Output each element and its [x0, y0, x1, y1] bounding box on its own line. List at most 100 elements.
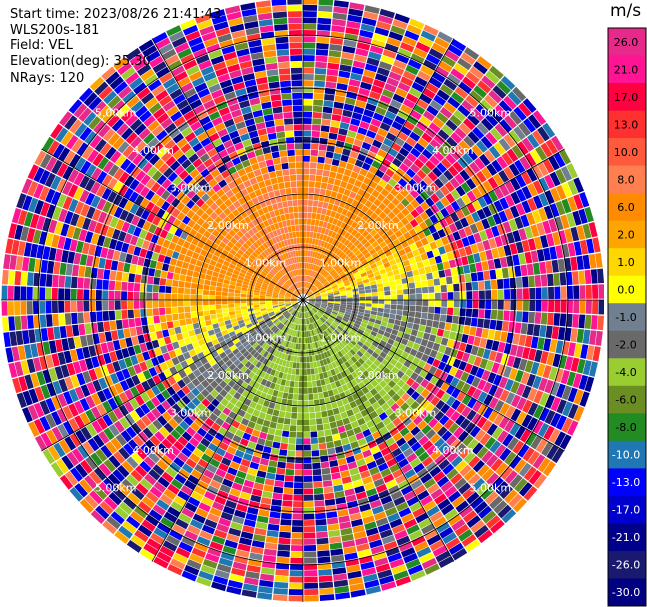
- sector-cell: [578, 314, 586, 329]
- sector-cell: [446, 315, 453, 323]
- sector-cell: [377, 287, 384, 292]
- sector-cell: [540, 274, 548, 287]
- sector-cell: [500, 331, 508, 343]
- sector-cell: [387, 147, 399, 158]
- sector-cell: [395, 152, 406, 163]
- sector-cell: [383, 312, 390, 318]
- sector-cell: [337, 242, 344, 249]
- sector-cell: [414, 255, 423, 263]
- sector-cell: [370, 212, 379, 221]
- sector-cell: [303, 111, 313, 118]
- sector-cell: [464, 317, 472, 326]
- sector-cell: [524, 226, 534, 239]
- sector-cell: [413, 317, 421, 325]
- sector-cell: [425, 143, 437, 155]
- sector-cell: [382, 206, 392, 216]
- sector-cell: [434, 292, 441, 300]
- sector-cell: [508, 130, 521, 144]
- sector-cell: [314, 80, 326, 88]
- sector-cell: [381, 335, 389, 343]
- sector-cell: [317, 550, 330, 558]
- sector-cell: [371, 39, 386, 49]
- sector-cell: [311, 456, 321, 463]
- sector-cell: [332, 433, 341, 441]
- sector-cell: [348, 8, 364, 17]
- sector-cell: [211, 276, 218, 282]
- sector-cell: [436, 262, 444, 271]
- sector-cell: [296, 425, 303, 432]
- sector-cell: [540, 234, 549, 248]
- sector-cell: [314, 74, 326, 81]
- sector-cell: [15, 330, 24, 346]
- sector-cell: [58, 301, 65, 313]
- sector-cell: [337, 235, 344, 242]
- sector-cell: [377, 128, 388, 138]
- sector-cell: [458, 228, 467, 239]
- sector-cell: [364, 200, 373, 209]
- sector-cell: [498, 416, 510, 430]
- sector-cell: [404, 265, 412, 272]
- sector-cell: [358, 290, 366, 294]
- sector-cell: [165, 286, 172, 294]
- sector-cell: [303, 48, 316, 55]
- sector-cell: [228, 307, 235, 312]
- sector-cell: [139, 300, 146, 309]
- sector-cell: [307, 387, 313, 394]
- sector-cell: [403, 288, 410, 295]
- sector-cell: [380, 188, 390, 197]
- sector-cell: [165, 307, 172, 315]
- sector-cell: [368, 259, 376, 266]
- sector-cell: [444, 215, 454, 226]
- sector-cell: [403, 333, 411, 340]
- sector-cell: [380, 143, 391, 153]
- sector-cell: [428, 306, 435, 314]
- sector-cell: [276, 423, 284, 431]
- sector-cell: [340, 303, 347, 307]
- sector-cell: [275, 474, 285, 481]
- sector-cell: [321, 119, 331, 126]
- sector-cell: [467, 113, 480, 126]
- sector-cell: [307, 206, 313, 213]
- sector-cell: [121, 300, 128, 310]
- sector-cell: [376, 67, 390, 77]
- sector-cell: [172, 273, 180, 281]
- sector-cell: [268, 401, 276, 409]
- sector-cell: [337, 186, 346, 195]
- sector-cell: [445, 276, 453, 285]
- sector-cell: [435, 189, 445, 200]
- sector-cell: [362, 262, 370, 269]
- sector-cell: [419, 93, 433, 105]
- sector-cell: [550, 396, 561, 412]
- sector-cell: [384, 295, 391, 300]
- sector-cell: [545, 139, 559, 155]
- sector-cell: [364, 63, 378, 73]
- sector-cell: [361, 17, 377, 27]
- sector-cell: [282, 494, 293, 501]
- sector-cell: [334, 233, 341, 240]
- sector-cell: [331, 401, 338, 409]
- sector-cell: [312, 264, 317, 271]
- sector-cell: [173, 320, 180, 328]
- sector-cell: [314, 291, 320, 295]
- sector-cell: [440, 196, 450, 207]
- sector-cell: [263, 446, 272, 454]
- sector-cell: [326, 242, 332, 250]
- sector-cell: [473, 85, 488, 99]
- sector-cell: [372, 327, 379, 333]
- sector-cell: [370, 263, 378, 270]
- sector-cell: [308, 237, 313, 245]
- sector-cell: [453, 307, 460, 316]
- sector-cell: [488, 89, 503, 104]
- sector-cell: [328, 50, 342, 58]
- sector-cell: [586, 238, 595, 254]
- sector-cell: [464, 273, 472, 283]
- sector-cell: [371, 340, 379, 348]
- sector-cell: [375, 278, 383, 284]
- sector-cell: [349, 254, 357, 261]
- sector-cell: [384, 249, 393, 257]
- sector-cell: [340, 322, 347, 327]
- sector-cell: [154, 323, 162, 332]
- sector-cell: [307, 292, 313, 297]
- sector-cell: [493, 187, 504, 200]
- sector-cell: [321, 297, 328, 299]
